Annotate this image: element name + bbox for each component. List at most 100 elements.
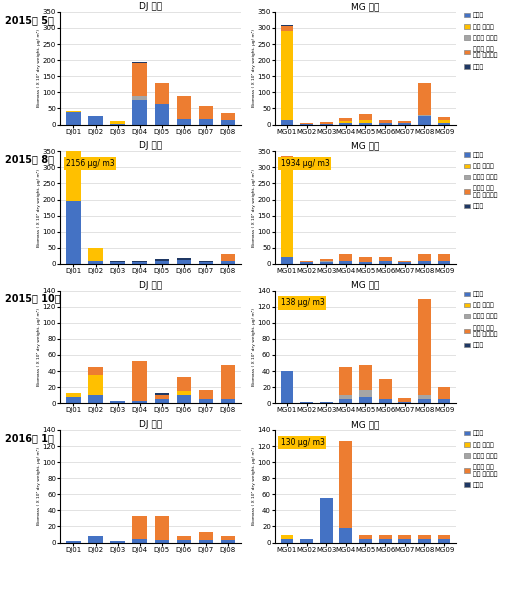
Text: 138 μg/ m3: 138 μg/ m3	[280, 298, 324, 307]
Bar	[379, 399, 391, 403]
Bar	[199, 532, 213, 540]
Bar	[177, 260, 191, 264]
Bar	[418, 82, 431, 115]
Bar	[438, 261, 451, 264]
Bar	[438, 399, 451, 403]
Bar	[221, 261, 235, 264]
Bar	[340, 399, 352, 403]
Bar	[67, 393, 81, 397]
Bar	[199, 399, 213, 403]
Bar	[221, 365, 235, 399]
Bar	[418, 395, 431, 399]
Bar	[340, 261, 352, 264]
Title: DJ 지점: DJ 지점	[139, 281, 162, 290]
Bar	[359, 397, 372, 403]
Bar	[111, 262, 125, 264]
Bar	[300, 124, 313, 125]
Bar	[133, 262, 147, 264]
Bar	[67, 151, 81, 201]
Bar	[398, 262, 411, 264]
Bar	[155, 82, 169, 104]
Text: 130 μg/ m3: 130 μg/ m3	[280, 438, 324, 447]
Y-axis label: Biomass ( X 10² dry weight, μg/ m²): Biomass ( X 10² dry weight, μg/ m²)	[37, 447, 41, 525]
Bar	[177, 540, 191, 543]
Y-axis label: Biomass ( X 10² dry weight, μg/ m²): Biomass ( X 10² dry weight, μg/ m²)	[37, 168, 41, 247]
Bar	[398, 122, 411, 123]
Bar	[177, 377, 191, 391]
Bar	[340, 118, 352, 122]
Bar	[320, 262, 333, 264]
Y-axis label: Biomass ( X 10² dry weight, μg/ m²): Biomass ( X 10² dry weight, μg/ m²)	[252, 29, 256, 107]
Bar	[177, 391, 191, 395]
Bar	[89, 261, 103, 264]
Bar	[398, 123, 411, 125]
Bar	[177, 259, 191, 260]
Bar	[438, 117, 451, 120]
Bar	[320, 259, 333, 261]
Bar	[418, 399, 431, 403]
Bar	[111, 261, 125, 262]
Bar	[199, 261, 213, 262]
Bar	[133, 361, 147, 401]
Bar	[398, 261, 411, 262]
Bar	[133, 63, 147, 95]
Bar	[67, 397, 81, 403]
Bar	[155, 399, 169, 403]
Bar	[133, 516, 147, 538]
Bar	[199, 540, 213, 543]
Bar	[89, 367, 103, 375]
Bar	[133, 95, 147, 100]
Bar	[133, 538, 147, 543]
Bar	[199, 390, 213, 399]
Bar	[359, 257, 372, 262]
Bar	[155, 540, 169, 543]
Bar	[280, 371, 293, 403]
Bar	[177, 395, 191, 403]
Bar	[379, 123, 391, 125]
Bar	[418, 538, 431, 543]
Bar	[418, 299, 431, 395]
Bar	[155, 104, 169, 125]
Text: 2015년 8월: 2015년 8월	[5, 154, 54, 164]
Bar	[280, 156, 293, 158]
Bar	[300, 123, 313, 124]
Bar	[199, 119, 213, 125]
Bar	[300, 401, 313, 403]
Text: 1934 μg/ m3: 1934 μg/ m3	[280, 159, 329, 168]
Bar	[221, 113, 235, 120]
Bar	[221, 399, 235, 403]
Bar	[177, 96, 191, 119]
Bar	[438, 123, 451, 125]
Bar	[67, 201, 81, 264]
Y-axis label: Biomass ( X 10² dry weight, μg/ m²): Biomass ( X 10² dry weight, μg/ m²)	[252, 168, 256, 247]
Bar	[300, 261, 313, 262]
Bar	[155, 395, 169, 399]
Bar	[280, 257, 293, 264]
Bar	[111, 121, 125, 123]
Bar	[418, 116, 431, 125]
Bar	[155, 393, 169, 395]
Bar	[398, 398, 411, 401]
Bar	[280, 538, 293, 543]
Bar	[155, 259, 169, 261]
Y-axis label: Biomass ( X 10² dry weight, μg/ m²): Biomass ( X 10² dry weight, μg/ m²)	[252, 447, 256, 525]
Bar	[300, 262, 313, 264]
Bar	[340, 441, 352, 528]
Bar	[438, 120, 451, 123]
Bar	[280, 26, 293, 31]
Bar	[379, 261, 391, 264]
Bar	[155, 516, 169, 540]
Legend: 윤충류, 담수 지각류, 해양성 지각류, 해양성 기타
동물 플랑크톤, 요각류: 윤충류, 담수 지각류, 해양성 지각류, 해양성 기타 동물 플랑크톤, 요각…	[464, 291, 498, 349]
Text: 2016년 1월: 2016년 1월	[5, 433, 54, 443]
Bar	[221, 254, 235, 261]
Bar	[89, 248, 103, 261]
Bar	[379, 257, 391, 261]
Bar	[67, 541, 81, 543]
Bar	[280, 120, 293, 125]
Y-axis label: Biomass ( X 10² dry weight, μg/ m²): Biomass ( X 10² dry weight, μg/ m²)	[37, 29, 41, 107]
Bar	[199, 106, 213, 119]
Bar	[280, 534, 293, 538]
Bar	[359, 390, 372, 397]
Bar	[418, 534, 431, 538]
Bar	[177, 536, 191, 540]
